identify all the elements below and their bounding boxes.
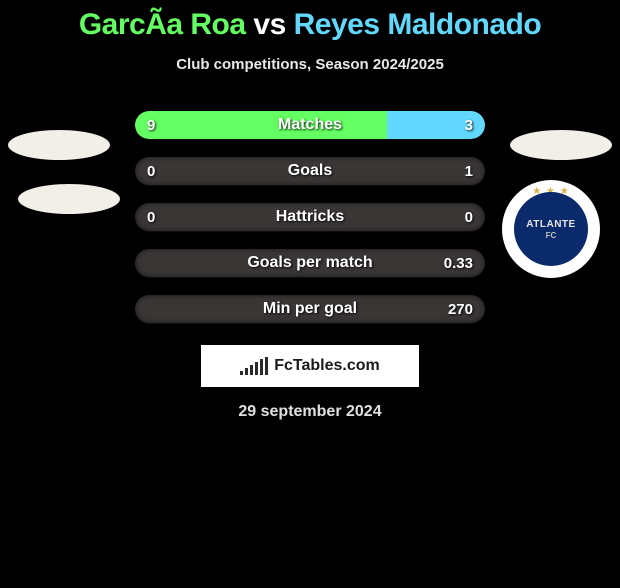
stat-row: 270Min per goal (135, 295, 485, 323)
crest-inner: ATLANTE FC (514, 192, 588, 266)
stat-row: 0.33Goals per match (135, 249, 485, 277)
brand-bar (250, 365, 253, 375)
page-title: GarcÃ­a Roa vs Reyes Maldonado (0, 8, 620, 42)
stat-value-p1: 0 (147, 203, 155, 231)
stat-row: 0 1Goals (135, 157, 485, 185)
brand-bar (240, 371, 243, 375)
stat-fill-p1 (135, 111, 387, 139)
brand-text: FcTables.com (274, 357, 380, 375)
stat-label: Goals (135, 157, 485, 185)
brand-bar (265, 357, 268, 375)
brand-bars-icon (240, 357, 268, 375)
stat-value-p1: 0 (147, 157, 155, 185)
player1-team-badge-placeholder-1 (8, 130, 110, 160)
stat-row: 0 0Hattricks (135, 203, 485, 231)
crest-text: ATLANTE (526, 219, 575, 230)
player2-team-badge-placeholder-1 (510, 130, 612, 160)
stat-value-p2: 270 (448, 295, 473, 323)
title-vs: vs (253, 8, 285, 41)
stat-label: Min per goal (135, 295, 485, 323)
stat-fill-p2 (387, 111, 485, 139)
title-player2: Reyes Maldonado (294, 8, 542, 41)
player1-team-badge-placeholder-2 (18, 184, 120, 214)
stat-value-p2: 0 (465, 203, 473, 231)
brand-box: FcTables.com (201, 345, 419, 387)
stat-label: Hattricks (135, 203, 485, 231)
subtitle: Club competitions, Season 2024/2025 (0, 56, 620, 73)
stat-row: 93Matches (135, 111, 485, 139)
crest-subtext: FC (546, 231, 557, 240)
brand-bar (260, 359, 263, 375)
player2-club-crest: ★ ★ ★ ATLANTE FC (502, 180, 600, 278)
stat-label: Goals per match (135, 249, 485, 277)
title-player1: GarcÃ­a Roa (79, 8, 246, 41)
stat-value-p2: 0.33 (444, 249, 473, 277)
brand-bar (255, 362, 258, 375)
date-text: 29 september 2024 (0, 403, 620, 421)
brand-bar (245, 368, 248, 375)
stat-value-p2: 1 (465, 157, 473, 185)
